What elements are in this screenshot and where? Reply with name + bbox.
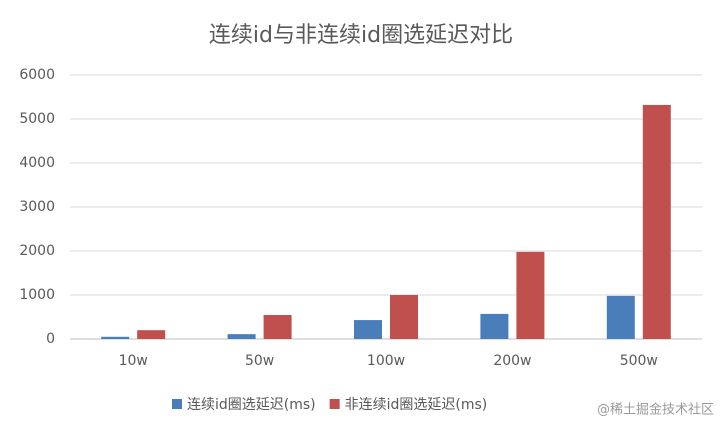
bar	[227, 334, 256, 339]
x-tick-label: 500w	[620, 353, 658, 369]
legend-label: 非连续id圈选延迟(ms)	[345, 396, 488, 413]
bar	[606, 295, 635, 339]
x-tick-label: 10w	[119, 353, 148, 369]
bar	[101, 336, 130, 339]
x-tick-label: 50w	[245, 353, 274, 369]
y-tick-label: 2000	[19, 243, 55, 259]
y-tick-label: 3000	[19, 199, 55, 215]
x-tick-label: 100w	[367, 353, 405, 369]
bar	[516, 251, 545, 339]
legend-label: 连续id圈选延迟(ms)	[187, 396, 316, 413]
watermark: @稀土掘金技术社区	[597, 402, 714, 418]
chart-title: 连续id与非连续id圈选延迟对比	[209, 23, 513, 48]
bar	[642, 104, 671, 339]
y-tick-label: 0	[46, 331, 55, 347]
legend-swatch	[329, 399, 340, 409]
y-tick-label: 1000	[19, 287, 55, 303]
legend-swatch	[172, 399, 182, 409]
y-tick-label: 6000	[19, 67, 55, 83]
bar	[263, 315, 292, 339]
x-tick-label: 200w	[493, 353, 531, 369]
y-tick-label: 4000	[19, 155, 55, 171]
bar	[137, 330, 166, 339]
bar	[480, 313, 509, 339]
y-tick-label: 5000	[19, 111, 55, 127]
bar	[354, 320, 382, 339]
bar	[390, 295, 418, 339]
